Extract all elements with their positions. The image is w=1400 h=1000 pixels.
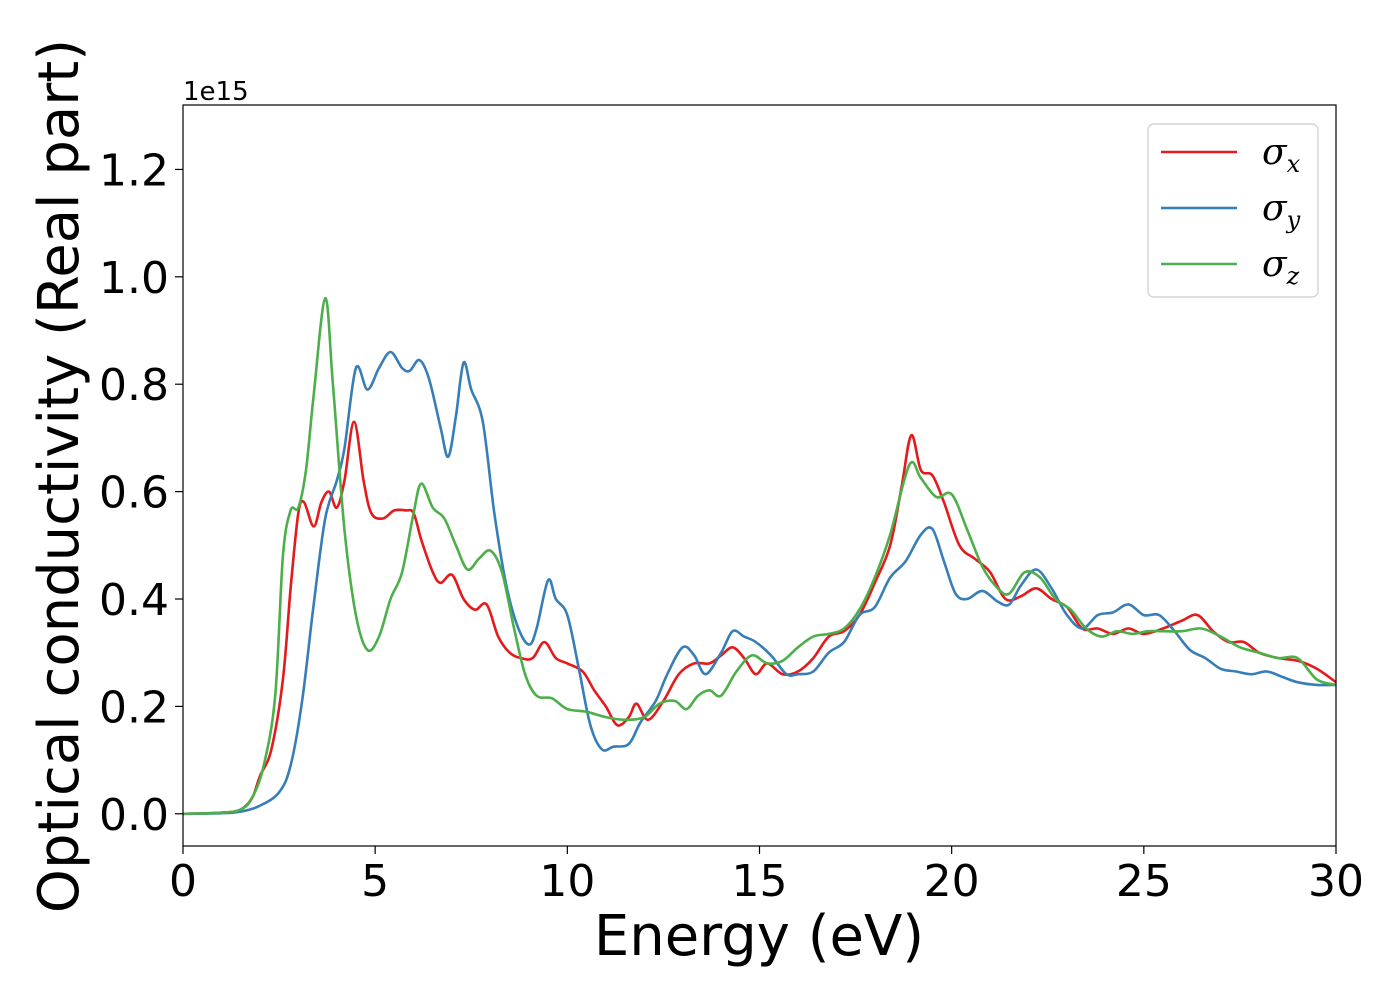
y-tick-label: 0.0 <box>99 790 169 841</box>
y-axis: 0.0 0.2 0.4 0.6 0.8 1.0 1.2 <box>99 145 183 841</box>
series-layer <box>183 296 1336 816</box>
x-axis-label: Energy (eV) <box>594 904 924 969</box>
x-tick-label: 5 <box>361 856 389 907</box>
x-tick-label: 15 <box>732 856 788 907</box>
y-axis-label: Optical conductivity (Real part) <box>27 39 92 913</box>
x-tick-label: 25 <box>1116 856 1172 907</box>
y-tick-label: 0.8 <box>99 360 169 411</box>
x-tick-label: 10 <box>539 856 595 907</box>
y-tick-label: 1.2 <box>99 145 169 196</box>
y-tick-label: 1.0 <box>99 253 169 304</box>
x-axis: 0 5 10 15 20 25 30 <box>169 846 1364 907</box>
y-tick-label: 0.4 <box>99 575 169 626</box>
legend-label-sigma-z: σz <box>1262 244 1300 290</box>
legend-box <box>1147 123 1319 298</box>
x-tick-label: 30 <box>1308 856 1364 907</box>
legend-label-sigma-y: σy <box>1262 188 1301 234</box>
y-tick-label: 0.2 <box>99 682 169 733</box>
series-line-sigma-y <box>183 350 1336 816</box>
plot-area <box>183 105 1336 846</box>
x-tick-label: 20 <box>924 856 980 907</box>
x-tick-label: 0 <box>169 856 197 907</box>
y-offset-label: 1e15 <box>183 77 249 107</box>
series-line-sigma-z <box>183 296 1336 816</box>
legend: σx σy σz <box>1147 123 1319 298</box>
y-tick-label: 0.6 <box>99 468 169 519</box>
legend-label-sigma-x: σx <box>1262 132 1301 178</box>
series-line-sigma-x <box>183 420 1336 816</box>
